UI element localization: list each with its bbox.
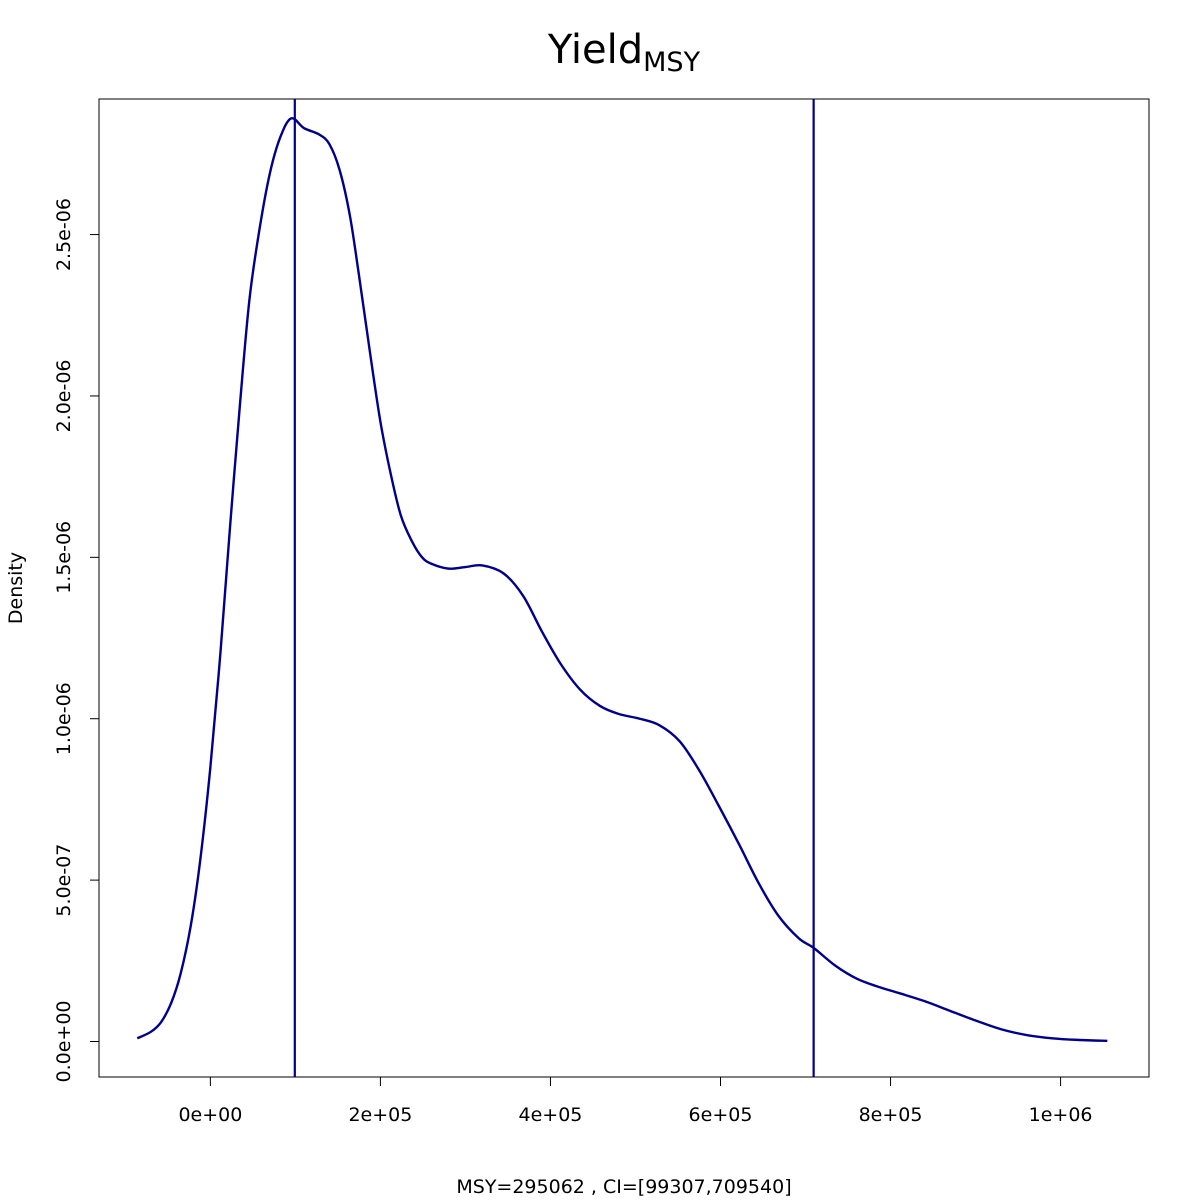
- y-axis: 0.0e+00 5.0e-07 1.0e-06 1.5e-06 2.0e-06 2.5e-…: [53, 198, 99, 1083]
- x-tick-label: 1e+06: [1029, 1104, 1093, 1126]
- chart-title: YieldMSY: [547, 27, 701, 78]
- x-axis: 0e+00 2e+05 4e+05 6e+05 8e+05 1e+06: [178, 1077, 1093, 1126]
- x-tick-label: 6e+05: [689, 1104, 753, 1126]
- series-layer: [136, 117, 1108, 1043]
- y-tick-label: 1.0e-06: [53, 682, 75, 755]
- x-tick-label: 2e+05: [348, 1104, 412, 1126]
- x-tick-label: 0e+00: [178, 1104, 242, 1126]
- density-curve: [136, 117, 1108, 1043]
- chart-title-main: Yield: [547, 27, 643, 73]
- confidence-interval-lines: [293, 99, 815, 1077]
- plot-frame: [98, 98, 1150, 1078]
- y-tick-label: 2.5e-06: [53, 198, 75, 271]
- y-tick-label: 2.0e-06: [53, 359, 75, 432]
- y-tick-label: 1.5e-06: [53, 521, 75, 594]
- x-axis-label: MSY=295062 , CI=[99307,709540]: [456, 1176, 791, 1198]
- y-axis-label: Density: [5, 552, 27, 624]
- x-tick-label: 8e+05: [859, 1104, 923, 1126]
- y-tick-label: 0.0e+00: [53, 1000, 75, 1082]
- x-tick-label: 4e+05: [519, 1104, 583, 1126]
- y-tick-label: 5.0e-07: [53, 844, 75, 917]
- chart-title-subscript: MSY: [643, 47, 700, 78]
